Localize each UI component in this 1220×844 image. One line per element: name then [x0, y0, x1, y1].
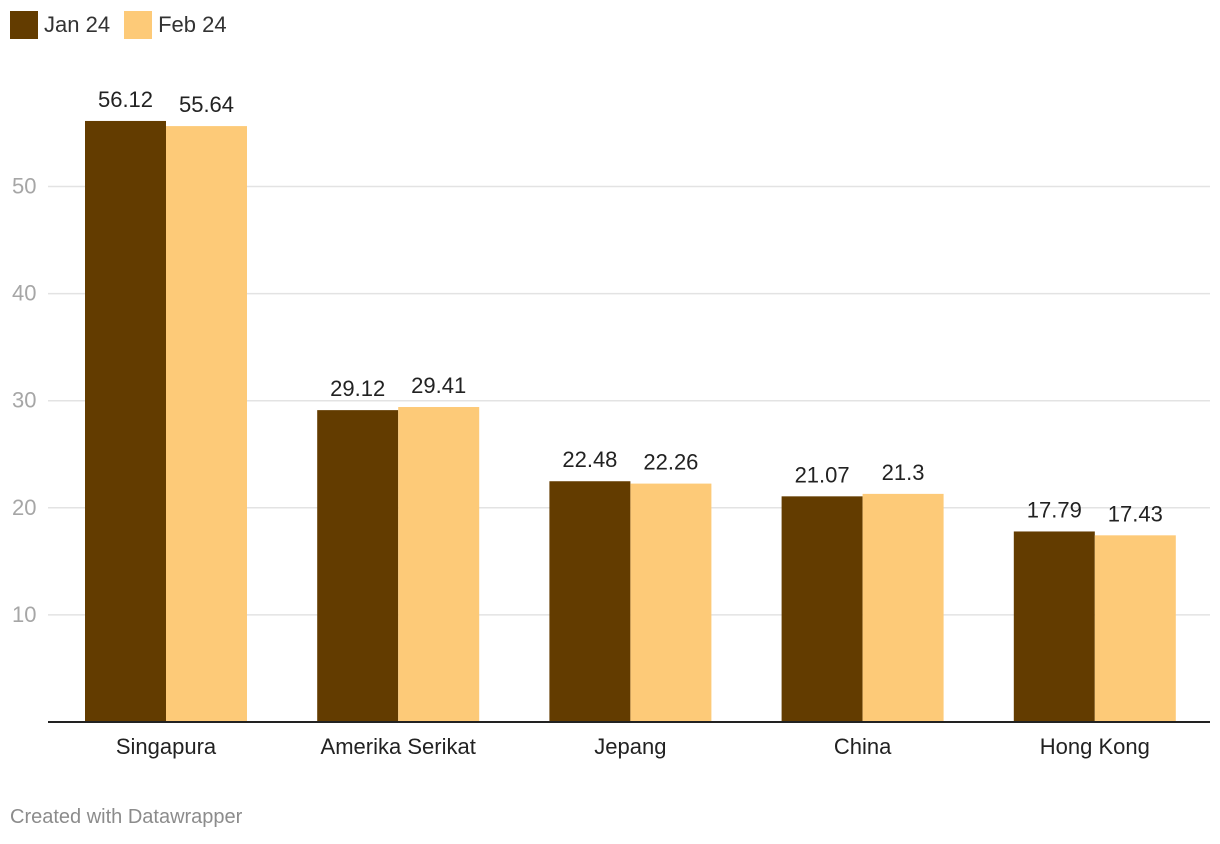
- bar-feb-24-singapura: [166, 126, 247, 723]
- legend-item-jan-24: Jan 24: [10, 11, 110, 39]
- value-label: 29.12: [330, 376, 385, 401]
- value-labels: 56.12 55.64 29.12 29.41 22.48 22.26 21.07 21.3 1…: [98, 87, 1163, 526]
- bar-jan-24-china: [781, 496, 863, 722]
- value-label: 29.41: [411, 373, 466, 398]
- y-tick-label: 40: [12, 281, 36, 306]
- y-tick-label: 30: [12, 388, 36, 413]
- x-tick-label: Hong Kong: [1040, 734, 1150, 759]
- bar-feb-24-china: [862, 493, 944, 722]
- x-tick-label: Amerika Serikat: [321, 734, 476, 759]
- x-axis-labels: Singapura Amerika Serikat Jepang China Hong …: [116, 734, 1150, 759]
- legend-swatch-jan-24: [10, 11, 38, 39]
- value-label: 17.43: [1108, 501, 1163, 526]
- legend-swatch-feb-24: [124, 11, 153, 39]
- value-label: 21.3: [882, 460, 925, 485]
- bar-jan-24-hong-kong: [1013, 531, 1095, 722]
- value-label: 21.07: [795, 462, 850, 487]
- bar-feb-24-hong-kong: [1094, 535, 1176, 722]
- x-tick-label: China: [834, 734, 892, 759]
- bar-feb-24-jepang: [630, 483, 712, 722]
- footer-credit: Created with Datawrapper: [10, 806, 243, 828]
- value-label: 56.12: [98, 87, 153, 112]
- bar-jan-24-singapura: [85, 120, 166, 722]
- legend: Jan 24 Feb 24: [10, 11, 241, 39]
- bar-jan-24-jepang: [549, 481, 631, 722]
- legend-label-feb-24: Feb 24: [158, 12, 227, 37]
- y-tick-label: 10: [12, 602, 36, 627]
- legend-label-jan-24: Jan 24: [44, 12, 111, 37]
- y-tick-label: 50: [12, 174, 36, 199]
- y-tick-label: 20: [12, 495, 36, 520]
- bar-jan-24-amerika-serikat: [317, 410, 399, 722]
- value-label: 22.48: [562, 447, 617, 472]
- x-tick-label: Jepang: [594, 734, 666, 759]
- legend-item-feb-24: Feb 24: [124, 11, 227, 39]
- value-label: 55.64: [179, 92, 234, 117]
- bar-feb-24-amerika-serikat: [398, 407, 480, 722]
- value-label: 22.26: [643, 450, 698, 475]
- bars: [85, 120, 1176, 723]
- x-tick-label: Singapura: [116, 734, 217, 759]
- value-label: 17.79: [1027, 497, 1082, 522]
